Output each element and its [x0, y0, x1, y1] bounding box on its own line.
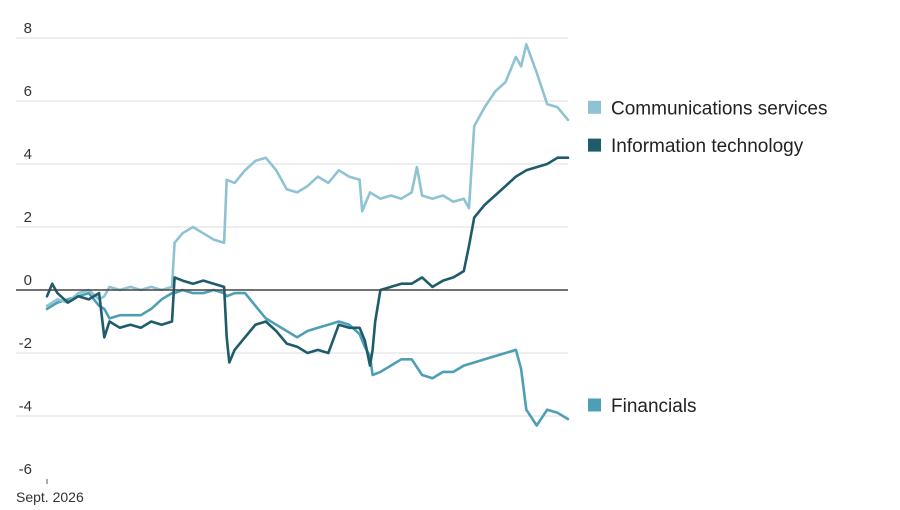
y-tick-label: -2	[19, 335, 32, 352]
legend-swatch-it	[588, 138, 601, 152]
legend-label-fin: Financials	[611, 396, 697, 417]
legend-label-comm: Communications services	[611, 98, 827, 119]
y-axis-tick-labels: 8 6 4 2 0 -2 -4 -6	[19, 20, 32, 478]
x-axis: Sept. 2026	[16, 479, 84, 505]
y-tick-label: 8	[24, 20, 32, 37]
gridlines	[16, 37, 568, 417]
legend-swatch-comm	[588, 100, 601, 114]
legend-swatch-fin	[588, 398, 601, 412]
y-tick-label: 4	[24, 146, 32, 163]
series-line-fin	[45, 288, 570, 427]
y-tick-label: -6	[19, 461, 32, 478]
x-tick-label: Sept. 2026	[16, 489, 84, 505]
y-tick-label: -4	[19, 398, 32, 415]
legend: Communications services Information techn…	[588, 98, 827, 417]
y-tick-label: 2	[24, 209, 32, 226]
legend-label-it: Information technology	[611, 136, 804, 157]
y-tick-label: 6	[24, 83, 32, 100]
y-tick-label: 0	[24, 272, 32, 289]
series-lines	[45, 42, 570, 427]
series-line-comm	[45, 42, 570, 308]
series-line-it	[45, 156, 570, 367]
